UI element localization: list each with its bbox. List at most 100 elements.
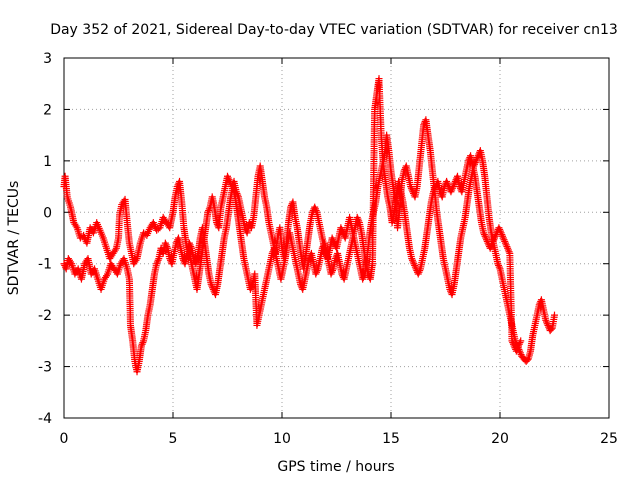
- data-point: [547, 325, 555, 333]
- plot-frame: [63, 57, 610, 419]
- data-point: [327, 270, 335, 278]
- data-point: [489, 237, 497, 245]
- x-tick-label: 15: [382, 431, 400, 447]
- data-point: [443, 177, 451, 185]
- y-tick-label: -1: [38, 257, 52, 273]
- data-point: [504, 244, 512, 252]
- data-point: [359, 273, 367, 281]
- data-point: [111, 246, 119, 254]
- y-tick-label: 3: [43, 51, 52, 67]
- data-point: [207, 280, 215, 288]
- data-point: [494, 260, 502, 268]
- x-tick-label: 20: [491, 431, 509, 447]
- data-point: [447, 188, 455, 196]
- y-tick-label: -4: [38, 411, 52, 427]
- data-point: [313, 268, 321, 276]
- data-point: [359, 275, 367, 283]
- data-point: [154, 256, 162, 264]
- data-point: [411, 261, 419, 269]
- data-point: [408, 255, 416, 263]
- data-point: [408, 256, 416, 264]
- data-point: [523, 356, 531, 364]
- x-tick-label: 10: [273, 431, 291, 447]
- data-point: [516, 339, 524, 347]
- data-point: [491, 234, 499, 242]
- data-point: [410, 260, 418, 268]
- data-point: [330, 237, 338, 245]
- data-point: [443, 179, 451, 187]
- x-tick-label: 25: [600, 431, 618, 447]
- data-point: [247, 284, 255, 292]
- data-point: [138, 340, 146, 348]
- data-point: [496, 227, 504, 235]
- data-point: [311, 205, 319, 213]
- y-tick-label: 2: [43, 102, 52, 118]
- data-point: [353, 213, 361, 221]
- data-point: [509, 339, 517, 347]
- data-point: [500, 236, 508, 244]
- data-point: [225, 176, 233, 184]
- data-point: [185, 239, 193, 247]
- y-tick-label: -3: [38, 360, 52, 376]
- data-point: [137, 342, 145, 350]
- data-point: [132, 256, 140, 264]
- data-point: [516, 349, 524, 357]
- data-point: [514, 344, 522, 352]
- data-point: [483, 236, 491, 244]
- data-point: [495, 224, 503, 232]
- data-point: [415, 268, 423, 276]
- data-point: [153, 260, 161, 268]
- y-tick-label: 1: [43, 154, 52, 170]
- data-point: [505, 248, 513, 256]
- data-point: [488, 239, 496, 247]
- y-tick-label: -2: [38, 308, 52, 324]
- data-point: [502, 241, 510, 249]
- data-point: [501, 237, 509, 245]
- data-point: [499, 232, 507, 240]
- data-point: [542, 316, 550, 324]
- data-point: [449, 183, 457, 191]
- data-point: [503, 243, 511, 251]
- data-point: [496, 225, 504, 233]
- data-point: [490, 236, 498, 244]
- data-point: [162, 241, 170, 249]
- data-point: [497, 229, 505, 237]
- y-axis-label: SDTVAR / TECUs: [6, 181, 22, 296]
- data-point: [430, 188, 438, 196]
- x-tick-label: 5: [169, 431, 178, 447]
- data-point: [472, 157, 480, 165]
- data-point: [161, 239, 169, 247]
- data-point: [329, 267, 337, 275]
- data-point: [163, 243, 171, 251]
- data-point: [354, 215, 362, 223]
- data-point: [512, 347, 520, 355]
- data-point: [355, 217, 363, 225]
- data-point: [491, 232, 499, 240]
- data-point: [515, 342, 523, 350]
- data-point: [481, 232, 489, 240]
- data-point: [504, 246, 512, 254]
- data-point: [313, 267, 321, 275]
- data-point: [488, 241, 496, 249]
- data-point: [408, 186, 416, 194]
- data-points: [60, 75, 558, 376]
- data-point: [486, 244, 494, 252]
- data-point: [501, 239, 509, 247]
- data-point: [414, 270, 422, 278]
- data-point: [448, 184, 456, 192]
- data-point: [312, 207, 320, 215]
- data-point: [498, 231, 506, 239]
- data-point: [328, 268, 336, 276]
- data-point: [187, 243, 195, 251]
- data-point: [205, 207, 213, 215]
- data-point: [448, 186, 456, 194]
- data-point: [499, 234, 507, 242]
- data-point: [337, 224, 345, 232]
- data-point: [451, 179, 459, 187]
- data-point: [431, 184, 439, 192]
- data-point: [328, 234, 336, 242]
- data-point: [204, 208, 212, 216]
- data-point: [543, 318, 551, 326]
